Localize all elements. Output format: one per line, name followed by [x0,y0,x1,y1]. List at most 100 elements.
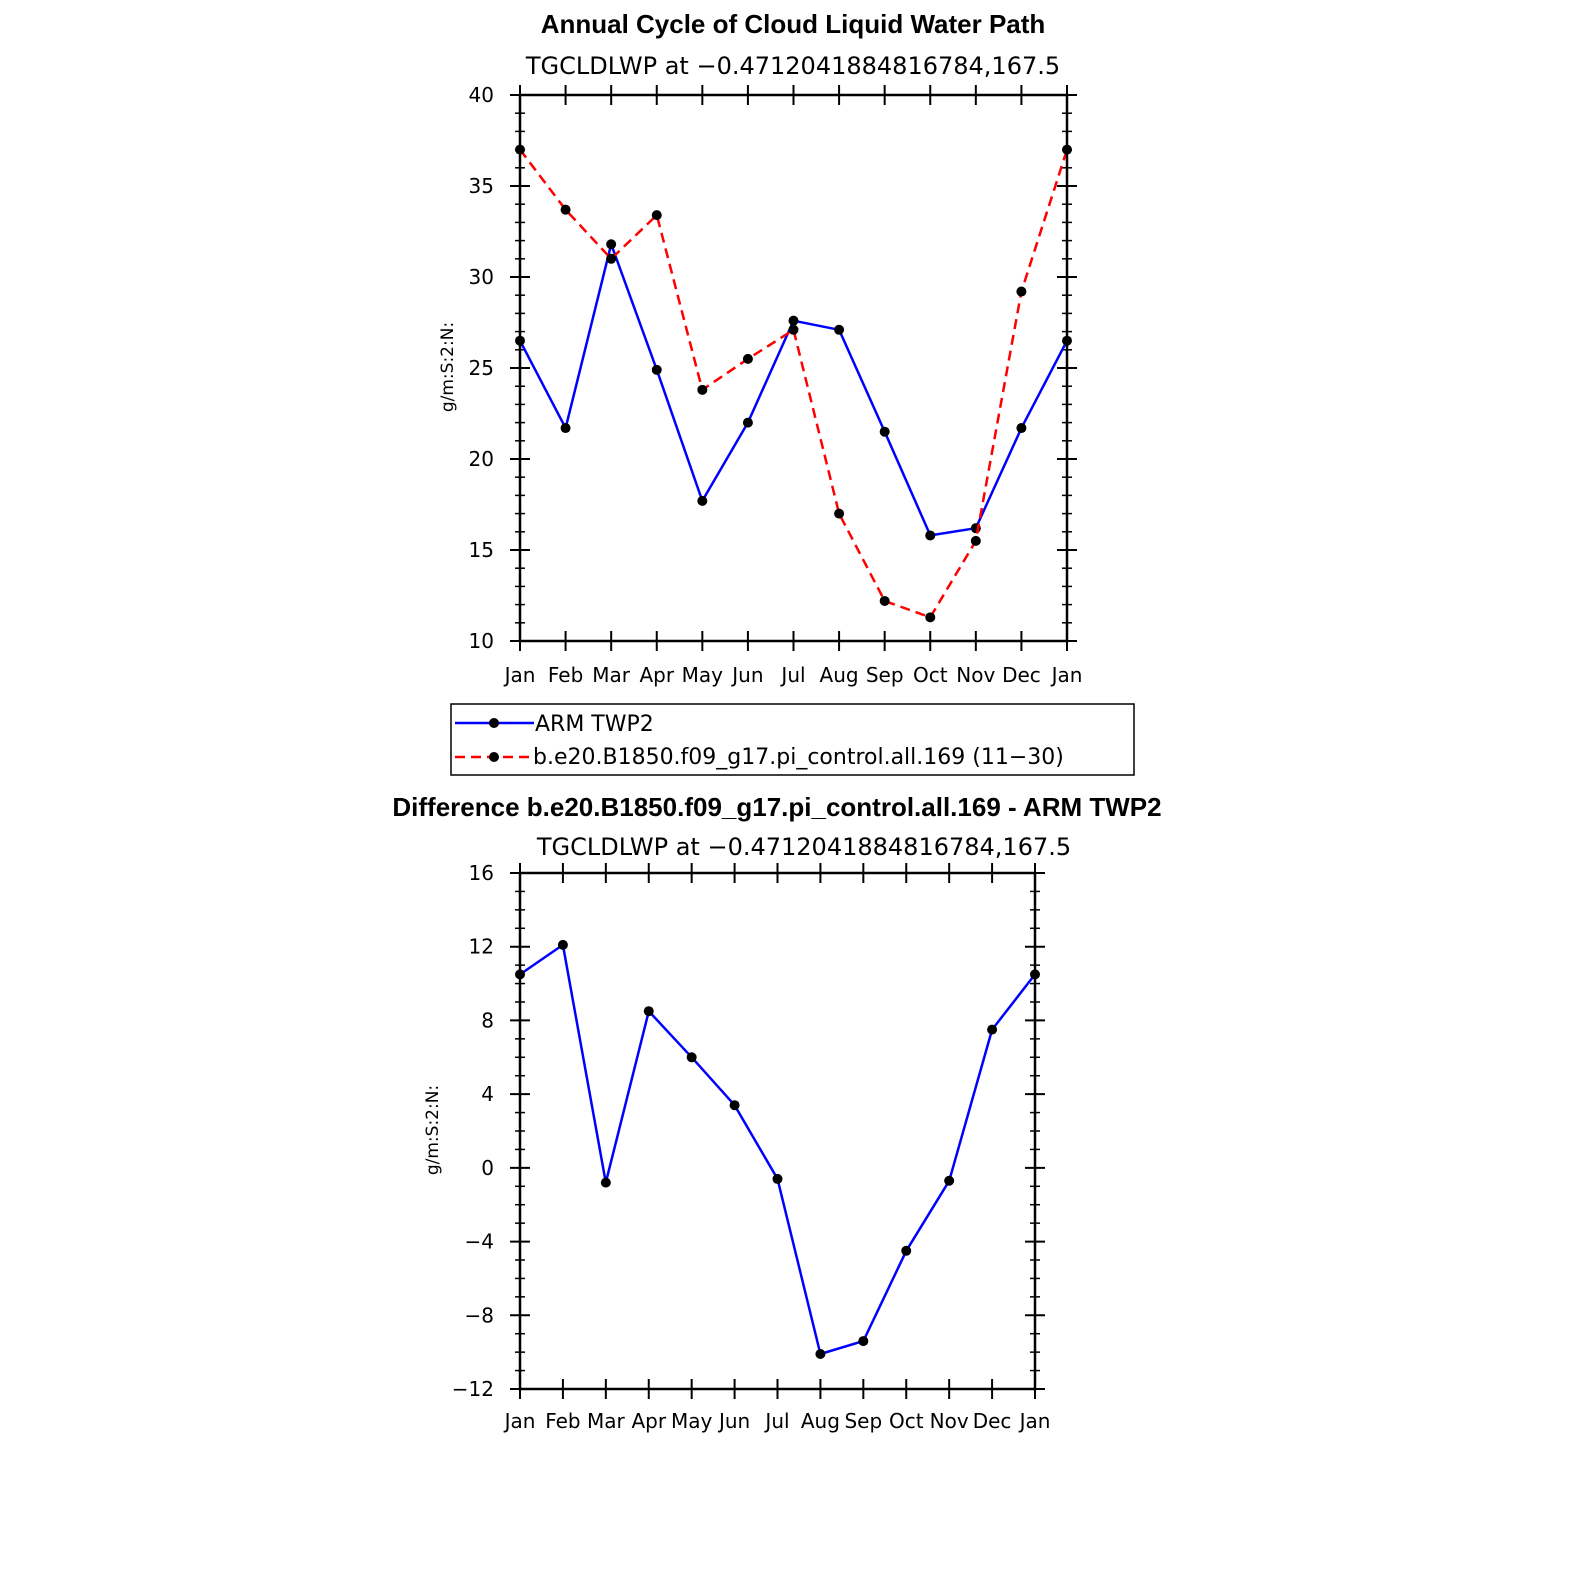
data-point [686,1052,697,1063]
x-tick-label: Jan [503,663,536,687]
y-tick-label: 16 [469,861,494,885]
chart1-series [515,144,1072,623]
chart2-ticks [510,863,1045,1399]
data-point [1016,423,1027,434]
chart1-subtitle: TGCLDLWP at −0.4712041884816784,167.5 [525,52,1060,80]
data-point [970,535,981,546]
data-point [606,253,617,264]
data-point [697,495,708,506]
data-point [925,530,936,541]
legend-label-arm: ARM TWP2 [535,712,654,737]
x-tick-label: Aug [801,1409,840,1433]
y-tick-label: −8 [465,1303,494,1327]
chart1-legend: ARM TWP2 b.e20.B1850.f09_g17.pi_control.… [450,703,1135,776]
x-tick-label: Feb [545,1409,580,1433]
y-tick-label: 0 [481,1156,494,1180]
data-point [606,239,617,250]
x-tick-label: Jul [779,663,805,687]
y-tick-label: −12 [452,1377,494,1401]
data-point [643,1006,654,1017]
legend-marker-arm [489,718,499,728]
series-line [519,943,1036,1356]
data-point [925,612,936,623]
chart1-ylabel: g/m:S:2:N: [438,322,458,412]
x-tick-label: Feb [548,663,583,687]
data-point [879,595,890,606]
y-tick-label: 35 [469,174,494,198]
x-tick-label: Jun [730,663,763,687]
chart2-plot-frame [518,871,1037,1391]
x-tick-label: Jan [1018,1409,1051,1433]
x-tick-label: Mar [587,1409,626,1433]
x-tick-label: Jun [717,1409,750,1433]
data-point [742,417,753,428]
data-point [651,364,662,375]
y-tick-label: 25 [469,356,494,380]
data-point [557,939,568,950]
y-tick-label: 10 [469,629,494,653]
y-tick-label: −4 [465,1230,494,1254]
x-tick-label: Aug [820,663,859,687]
chart2-subtitle: TGCLDLWP at −0.4712041884816784,167.5 [536,833,1071,861]
x-tick-label: Oct [889,1409,924,1433]
y-tick-label: 8 [481,1008,494,1032]
y-tick-label: 12 [469,935,494,959]
y-tick-label: 30 [469,265,494,289]
chart1-x-tick-labels: Jan Feb Mar Apr May Jun Jul Aug Sep Oct Nov Dec Jan [503,663,1083,687]
chart2-y-tick-labels: −12 −8 −4 0 4 8 12 16 [452,861,494,1401]
x-tick-label: Jan [1050,663,1083,687]
series-line [518,242,1069,537]
x-tick-label: May [682,663,724,687]
data-point [600,1177,611,1188]
series-line [519,148,1069,619]
x-tick-label: Sep [866,663,904,687]
data-point [742,353,753,364]
x-tick-label: Apr [639,663,674,687]
data-point [560,423,571,434]
x-tick-label: Dec [973,1409,1012,1433]
data-point [815,1348,826,1359]
data-point [651,210,662,221]
x-tick-label: Nov [956,663,995,687]
data-point [1016,286,1027,297]
annual-cycle-panel: Annual Cycle of Cloud Liquid Water Path … [438,9,1082,687]
y-tick-label: 4 [481,1082,494,1106]
chart1-ticks [510,85,1077,651]
y-tick-label: 20 [469,447,494,471]
x-tick-label: May [671,1409,713,1433]
chart2-x-tick-labels: Jan Feb Mar Apr May Jun Jul Aug Sep Oct Nov Dec Jan [503,1409,1051,1433]
chart1-plot-frame [518,93,1069,643]
data-point [858,1336,869,1347]
data-point [560,204,571,215]
data-point [788,324,799,335]
chart1-title: Annual Cycle of Cloud Liquid Water Path [541,9,1046,39]
legend-label-model: b.e20.B1850.f09_g17.pi_control.all.169 (… [533,745,1064,770]
chart2-title: Difference b.e20.B1850.f09_g17.pi_contro… [392,792,1161,822]
x-tick-label: Mar [592,663,631,687]
data-point [987,1024,998,1035]
chart1-y-tick-labels: 10 15 20 25 30 35 40 [469,83,494,653]
data-point [697,384,708,395]
y-tick-label: 40 [469,83,494,107]
data-point [834,508,845,519]
x-tick-label: Jul [763,1409,789,1433]
data-point [834,324,845,335]
x-tick-label: Apr [631,1409,666,1433]
data-point [788,315,799,326]
x-tick-label: Oct [913,663,948,687]
data-point [729,1100,740,1111]
difference-panel: Difference b.e20.B1850.f09_g17.pi_contro… [392,792,1161,1433]
data-point [772,1173,783,1184]
y-tick-label: 15 [469,538,494,562]
chart2-ylabel: g/m:S:2:N: [423,1085,443,1175]
legend-box [450,703,1135,776]
x-tick-label: Nov [930,1409,969,1433]
data-point [901,1245,912,1256]
data-point [944,1175,955,1186]
legend-marker-model [489,752,499,762]
x-tick-label: Jan [503,1409,536,1433]
chart2-series [515,939,1040,1359]
x-tick-label: Dec [1002,663,1041,687]
x-tick-label: Sep [844,1409,882,1433]
